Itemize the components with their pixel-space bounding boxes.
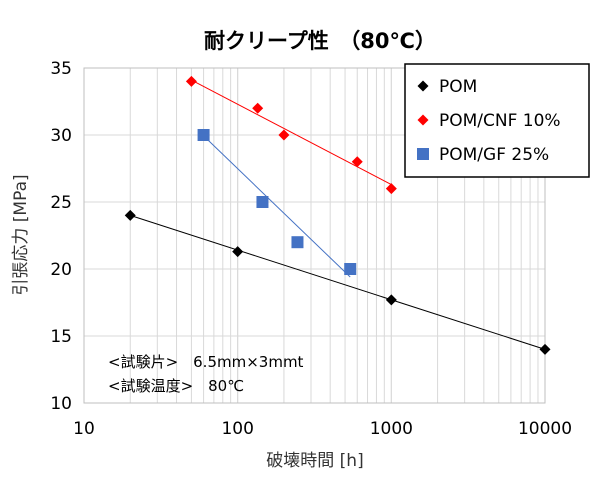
legend: POM POM/CNF 10% POM/GF 25% [404,63,590,178]
y-axis-label: 引張応力 [MPa] [11,174,31,295]
y-tick-label: 10 [50,394,72,414]
legend-label-2: POM/GF 25% [439,145,549,165]
data-point-series-2 [291,236,304,249]
annotations: <試験片> 6.5mm×3mmt <試験温度> 80℃ [108,353,304,395]
data-point-series-0 [232,246,244,258]
x-axis-label: 破壊時間 [h] [266,451,363,471]
data-point-series-1 [185,75,197,87]
chart-title: 耐クリープ性 （80℃） [204,29,436,53]
legend-marker-1 [417,114,429,126]
x-axis-ticks: 10 100 1000 10000 [73,419,572,439]
legend-marker-0 [417,80,429,92]
trendline-series-1 [191,79,392,186]
data-points [124,75,551,355]
data-point-series-0 [539,343,551,355]
y-tick-label: 20 [50,260,72,280]
annotation-specimen: <試験片> 6.5mm×3mmt [108,353,304,371]
data-point-series-1 [278,129,290,141]
y-axis-ticks: 10 15 20 25 30 35 [50,59,72,414]
annotation-temperature: <試験温度> 80℃ [108,377,244,395]
data-point-series-1 [351,156,363,168]
trendline-series-2 [200,133,351,278]
data-point-series-2 [344,263,357,275]
data-point-series-0 [385,294,397,306]
x-tick-label: 10 [73,419,95,439]
legend-label-0: POM [439,77,477,97]
y-tick-label: 35 [50,59,72,79]
data-point-series-1 [252,102,264,114]
data-point-series-2 [256,196,269,208]
y-tick-label: 30 [50,126,72,146]
x-tick-label: 100 [221,419,253,439]
y-tick-label: 15 [50,327,72,347]
x-tick-label: 1000 [370,419,413,439]
legend-label-1: POM/CNF 10% [439,111,561,131]
trendline-series-0 [130,214,546,350]
data-point-series-0 [124,209,136,221]
data-point-series-1 [385,183,397,195]
plot-area [83,67,546,404]
legend-marker-2 [417,148,429,160]
x-tick-label: 10000 [518,419,572,439]
y-tick-label: 25 [50,193,72,213]
legend-box [404,63,590,178]
trendlines [130,79,546,350]
data-point-series-2 [197,129,210,141]
